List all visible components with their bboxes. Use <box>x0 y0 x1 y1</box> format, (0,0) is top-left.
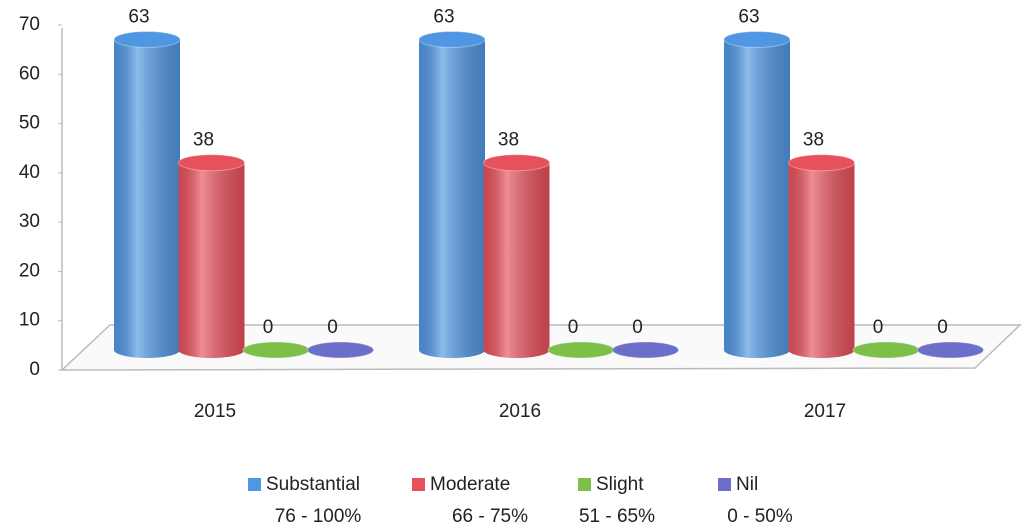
bar-top <box>547 341 615 359</box>
legend-label: Substantial <box>266 474 360 495</box>
x-tick-label: 2017 <box>804 401 846 422</box>
legend-swatch <box>248 478 261 491</box>
legend-range: 76 - 100% <box>275 506 362 527</box>
legend-label: Slight <box>596 474 644 495</box>
bar-top <box>917 341 984 359</box>
legend-swatch <box>578 478 591 491</box>
y-tick-label: 60 <box>19 63 40 84</box>
x-tick-label: 2015 <box>194 401 236 422</box>
data-label: 0 <box>327 317 338 338</box>
legend-label: Moderate <box>430 474 510 495</box>
bar-top <box>178 154 245 172</box>
data-label: 38 <box>193 130 214 151</box>
data-label: 0 <box>263 317 274 338</box>
x-tick-label: 2016 <box>499 401 541 422</box>
bar-top <box>242 341 310 359</box>
bar-top <box>418 31 486 48</box>
bar-top <box>723 31 791 48</box>
bar-shine <box>483 154 550 358</box>
y-tick-label: 70 <box>19 14 40 35</box>
y-tick-label: 0 <box>29 359 40 380</box>
data-label: 0 <box>873 317 884 338</box>
data-label: 63 <box>128 7 149 28</box>
legend-range: 66 - 75% <box>452 506 528 527</box>
bar-shine <box>724 31 790 358</box>
y-tick-label: 10 <box>19 310 40 331</box>
y-tick-label: 20 <box>19 260 40 281</box>
bar-shine <box>114 31 180 358</box>
bar-top <box>113 31 181 48</box>
legend-range: 0 - 50% <box>727 506 793 527</box>
bar-shine <box>419 31 485 358</box>
bar-top <box>612 341 679 359</box>
bar-shine <box>178 154 245 358</box>
data-label: 0 <box>937 317 948 338</box>
y-tick-label: 50 <box>19 113 40 134</box>
legend-swatch <box>718 478 731 491</box>
data-label: 0 <box>568 317 579 338</box>
bar-top <box>852 341 920 359</box>
data-label: 38 <box>803 130 824 151</box>
y-tick-label: 30 <box>19 211 40 232</box>
bar-top <box>307 341 374 359</box>
data-label: 0 <box>632 317 643 338</box>
legend-range: 51 - 65% <box>579 506 655 527</box>
data-label: 63 <box>433 7 454 28</box>
bar-top <box>788 154 855 172</box>
data-label: 63 <box>738 7 759 28</box>
y-tick-label: 40 <box>19 162 40 183</box>
legend-label: Nil <box>736 474 758 495</box>
legend-swatch <box>412 478 425 491</box>
bar-top <box>483 154 550 172</box>
bar-shine <box>788 154 855 358</box>
data-label: 38 <box>498 130 519 151</box>
